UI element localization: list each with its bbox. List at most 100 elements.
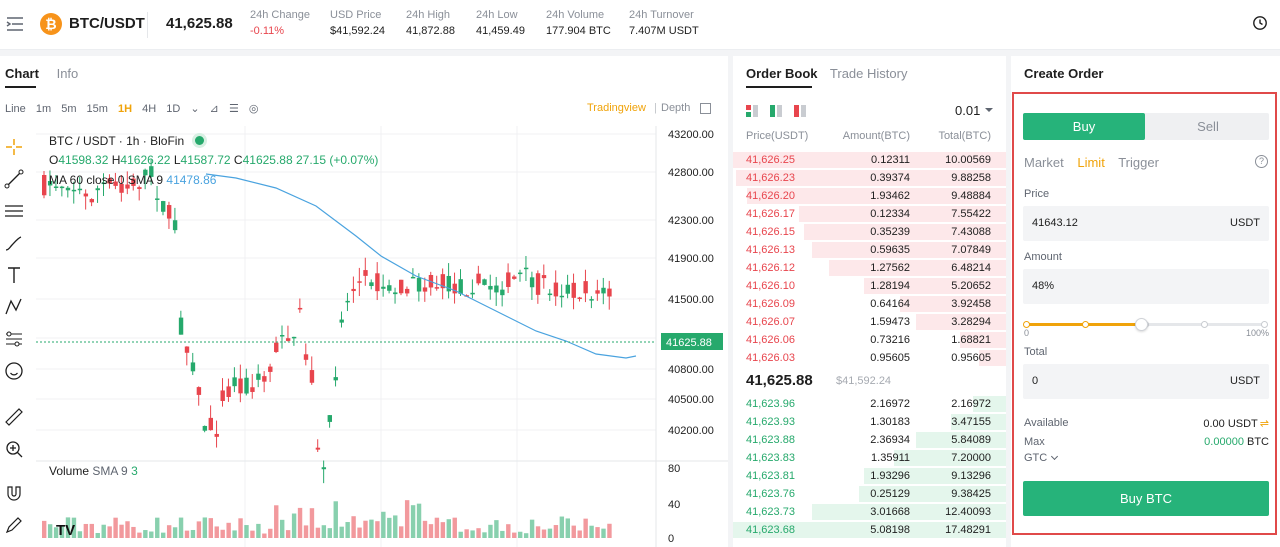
ask-price: 41,626.07 xyxy=(746,316,795,328)
indicator-icon[interactable]: ⊿ xyxy=(209,103,219,115)
sell-tab[interactable]: Sell xyxy=(1197,119,1219,134)
pair-selector[interactable]: BTC/USDT xyxy=(69,15,145,32)
timeframe-line[interactable]: Line xyxy=(5,103,26,115)
tab-market[interactable]: Market xyxy=(1024,155,1064,170)
book-asks-view-icon[interactable] xyxy=(794,105,806,117)
bid-row[interactable]: 41,623.93 1.30183 3.47155 xyxy=(733,413,1006,431)
chart-type-icon[interactable]: ☰ xyxy=(228,103,239,115)
volume-bar xyxy=(155,517,160,538)
ask-row[interactable]: 41,626.12 1.27562 6.48214 xyxy=(733,259,1006,277)
clock-icon[interactable] xyxy=(1252,15,1268,31)
chart-panel: Chart Info Line 1m 5m 15m 1H 4H 1D ⌄ ⊿ ☰… xyxy=(0,56,728,547)
candle-body xyxy=(565,284,570,294)
volume-bar xyxy=(410,505,416,538)
ask-row[interactable]: 41,626.15 0.35239 7.43088 xyxy=(733,223,1006,241)
slider-step-100[interactable] xyxy=(1261,321,1268,328)
timeframe-15m[interactable]: 15m xyxy=(86,103,108,115)
ask-row[interactable]: 41,626.06 0.73216 1.68821 xyxy=(733,331,1006,349)
transfer-icon[interactable]: ⇌ xyxy=(1259,418,1269,430)
ask-amount: 0.64164 xyxy=(870,298,910,310)
ask-row[interactable]: 41,626.13 0.59635 7.07849 xyxy=(733,241,1006,259)
volume-bar xyxy=(464,529,469,538)
ask-row[interactable]: 41,626.23 0.39374 9.88258 xyxy=(733,169,1006,187)
ask-row[interactable]: 41,626.20 1.93462 9.48884 xyxy=(733,187,1006,205)
candle-body xyxy=(77,188,83,191)
bid-row[interactable]: 41,623.81 1.93296 9.13296 xyxy=(733,467,1006,485)
buy-tab[interactable]: Buy xyxy=(1023,113,1145,140)
ask-amount: 0.59635 xyxy=(870,244,910,256)
magnet-icon[interactable] xyxy=(3,482,25,504)
depth-bar xyxy=(829,260,1006,276)
parallel-lines-icon[interactable] xyxy=(3,200,25,222)
ask-row[interactable]: 41,626.25 0.12311 10.00569 xyxy=(733,151,1006,169)
candle-body xyxy=(107,178,112,184)
time-in-force-select[interactable]: GTC xyxy=(1024,452,1057,464)
lock-pencil-icon[interactable] xyxy=(3,514,25,536)
text-icon[interactable] xyxy=(3,264,25,286)
ruler-icon[interactable] xyxy=(3,406,25,428)
total-input[interactable]: 0 USDT xyxy=(1023,364,1269,399)
timeframe-1d[interactable]: 1D xyxy=(166,103,181,115)
chevron-down-icon[interactable]: ⌄ xyxy=(190,103,200,115)
bid-row[interactable]: 41,623.88 2.36934 5.84089 xyxy=(733,431,1006,449)
crosshair-icon[interactable] xyxy=(3,136,25,158)
price-input[interactable]: 41643.12 USDT xyxy=(1023,206,1269,241)
tab-chart[interactable]: Chart xyxy=(5,66,39,81)
slider-step-0[interactable] xyxy=(1023,321,1030,328)
bid-row[interactable]: 41,623.76 0.25129 9.38425 xyxy=(733,485,1006,503)
volume-bar xyxy=(381,511,386,538)
ask-row[interactable]: 41,626.03 0.95605 0.95605 xyxy=(733,349,1006,367)
slider-step-25[interactable] xyxy=(1082,321,1089,328)
bid-row[interactable]: 41,623.96 2.16972 2.16972 xyxy=(733,395,1006,413)
brush-icon[interactable] xyxy=(3,232,25,254)
timeframe-5m[interactable]: 5m xyxy=(61,103,77,115)
volume-bar xyxy=(512,532,517,538)
tab-limit[interactable]: Limit xyxy=(1077,155,1105,170)
active-tab-underline xyxy=(746,86,812,88)
ask-row[interactable]: 41,626.07 1.59473 3.28294 xyxy=(733,313,1006,331)
settings-icon[interactable]: ◎ xyxy=(248,103,259,115)
timeframe-1m[interactable]: 1m xyxy=(35,103,52,115)
slider-step-75[interactable] xyxy=(1201,321,1208,328)
buy-btc-button[interactable]: Buy BTC xyxy=(1023,481,1269,516)
price-chart[interactable]: 43200.00 42800.00 42300.00 41900.00 41500.00… xyxy=(36,126,728,547)
menu-icon[interactable] xyxy=(6,16,24,32)
candle-body xyxy=(339,319,344,323)
ask-amount: 0.39374 xyxy=(870,172,910,184)
expand-icon[interactable] xyxy=(700,103,711,114)
ask-row[interactable]: 41,626.17 0.12334 7.55422 xyxy=(733,205,1006,223)
emoji-icon[interactable] xyxy=(3,360,25,382)
ask-row[interactable]: 41,626.10 1.28194 5.20652 xyxy=(733,277,1006,295)
help-icon[interactable]: ? xyxy=(1255,155,1268,168)
forecast-icon[interactable] xyxy=(3,328,25,350)
tab-order-book[interactable]: Order Book xyxy=(746,66,818,81)
depth-bar xyxy=(747,188,1006,204)
precision-select[interactable]: 0.01 xyxy=(955,103,993,118)
book-bids-view-icon[interactable] xyxy=(770,105,782,117)
trendline-icon[interactable] xyxy=(3,168,25,190)
book-both-view-icon[interactable] xyxy=(746,105,758,117)
candle-body xyxy=(321,467,327,470)
ask-amount: 0.12334 xyxy=(870,208,910,220)
zoom-icon[interactable] xyxy=(3,438,25,460)
bid-row[interactable]: 41,623.73 3.01668 12.40093 xyxy=(733,503,1006,521)
bid-row[interactable]: 41,623.83 1.35911 7.20000 xyxy=(733,449,1006,467)
tab-info[interactable]: Info xyxy=(56,66,79,81)
timeframe-1h[interactable]: 1H xyxy=(118,103,133,115)
tab-trigger[interactable]: Trigger xyxy=(1118,155,1159,170)
bid-row[interactable]: 41,623.68 5.08198 17.48291 xyxy=(733,521,1006,539)
volume-bar xyxy=(583,518,588,538)
candle-body xyxy=(83,193,89,197)
candle-body xyxy=(95,188,100,191)
amount-input[interactable]: 48% xyxy=(1023,269,1269,304)
stat-value: 7.407M USDT xyxy=(629,25,699,37)
tradingview-toggle[interactable]: Tradingview xyxy=(587,102,646,114)
amount-slider[interactable] xyxy=(1023,318,1269,332)
tab-trade-history[interactable]: Trade History xyxy=(829,66,908,81)
depth-toggle[interactable]: Depth xyxy=(661,102,691,114)
ask-row[interactable]: 41,626.09 0.64164 3.92458 xyxy=(733,295,1006,313)
stat-label: USD Price xyxy=(330,9,382,21)
timeframe-4h[interactable]: 4H xyxy=(142,103,157,115)
pattern-icon[interactable] xyxy=(3,296,25,318)
slider-handle[interactable] xyxy=(1135,318,1148,331)
